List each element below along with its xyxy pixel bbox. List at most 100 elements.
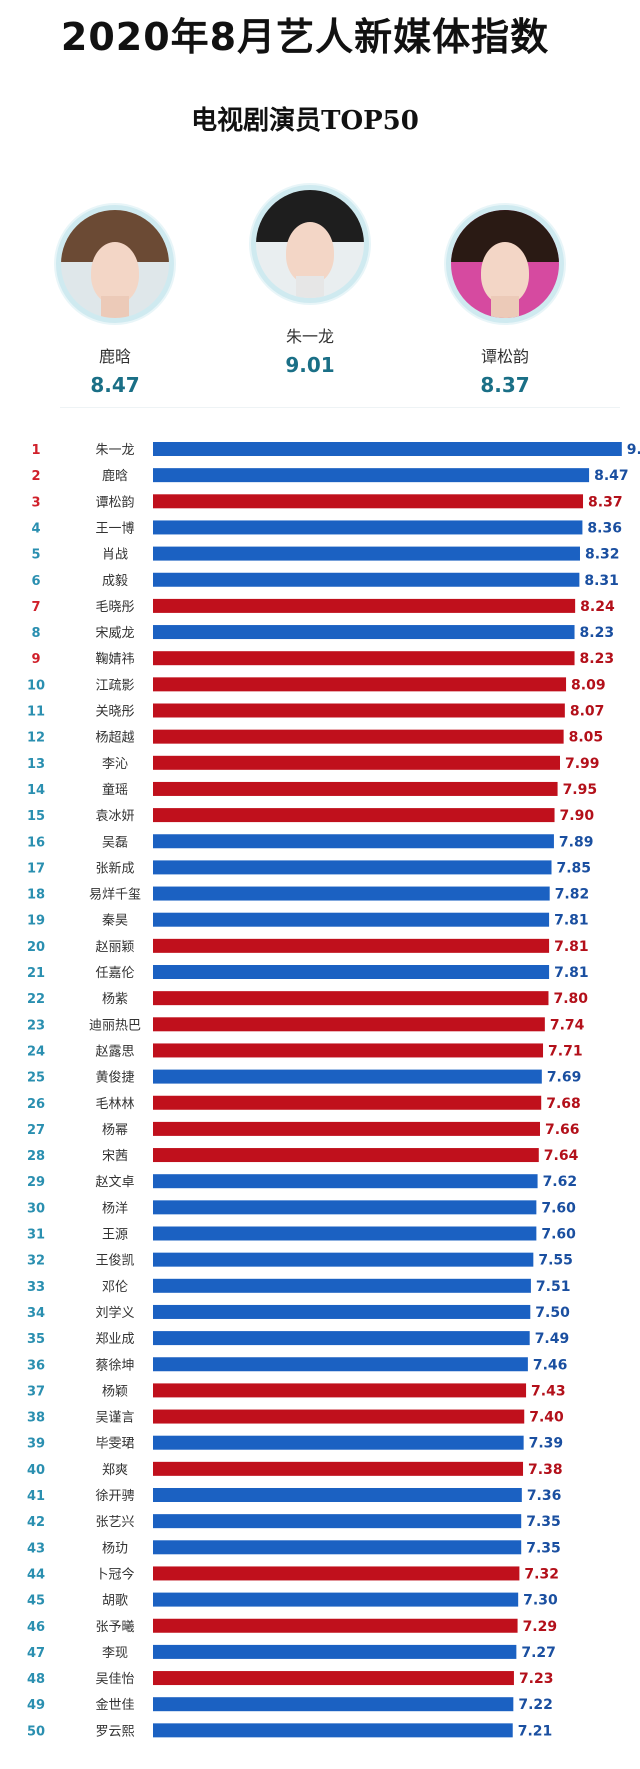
value-label: 7.90 (560, 808, 595, 824)
category-label: 张新成 (95, 860, 134, 876)
bar (153, 1278, 531, 1293)
bar-row: 1 朱一龙 9.01 (31, 442, 640, 458)
bar-row: 29 赵文卓 7.62 (27, 1174, 577, 1190)
rank-label: 34 (27, 1306, 45, 1321)
value-label: 7.27 (521, 1645, 556, 1661)
category-label: 秦昊 (102, 914, 128, 929)
rank-label: 23 (27, 1018, 45, 1033)
rank-label: 4 (31, 521, 40, 536)
category-label: 宋威龙 (95, 626, 134, 641)
bar (153, 860, 552, 875)
category-label: 邓伦 (102, 1280, 128, 1295)
rank-label: 43 (27, 1541, 45, 1556)
bar-row: 25 黄俊捷 7.69 (27, 1069, 582, 1086)
rank-label: 45 (27, 1594, 45, 1609)
value-label: 8.23 (580, 651, 615, 667)
bar (153, 1540, 522, 1555)
value-label: 7.85 (557, 860, 592, 876)
bar-row: 31 王源 7.60 (27, 1226, 576, 1243)
bar (153, 677, 567, 692)
bar (153, 1017, 545, 1032)
rank-label: 27 (27, 1123, 45, 1138)
bar-row: 30 杨洋 7.60 (27, 1200, 576, 1216)
bar-row: 24 赵露思 7.71 (27, 1043, 583, 1059)
value-label: 8.31 (584, 573, 619, 589)
bar (153, 1383, 527, 1398)
category-label: 张艺兴 (95, 1515, 134, 1530)
value-label: 7.36 (527, 1488, 562, 1504)
rank-label: 15 (27, 809, 45, 824)
bar-row: 39 毕雯珺 7.39 (27, 1435, 563, 1452)
category-label: 江疏影 (95, 678, 134, 693)
rank-label: 35 (27, 1332, 45, 1347)
bar (153, 1592, 519, 1607)
rank-label: 8 (31, 626, 40, 641)
rank-label: 25 (27, 1071, 45, 1086)
category-label: 杨玏 (102, 1541, 128, 1556)
value-label: 7.23 (519, 1671, 554, 1687)
bar (153, 1566, 520, 1581)
bar-row: 6 成毅 8.31 (31, 572, 619, 589)
value-label: 7.74 (550, 1017, 585, 1033)
rank-label: 20 (27, 940, 45, 955)
bar-row: 15 袁冰妍 7.90 (27, 808, 594, 824)
rank-label: 12 (27, 731, 45, 746)
value-label: 9.01 (627, 442, 640, 458)
bar-row: 42 张艺兴 7.35 (27, 1514, 561, 1530)
category-label: 黄俊捷 (95, 1071, 134, 1086)
category-label: 宋茜 (102, 1149, 128, 1164)
bar (153, 1148, 539, 1163)
rank-label: 19 (27, 914, 45, 929)
bar (153, 703, 565, 718)
bar-row: 16 吴磊 7.89 (27, 834, 594, 850)
rank-label: 41 (27, 1489, 45, 1504)
rank-label: 1 (31, 443, 40, 458)
bar-row: 48 吴佳怡 7.23 (27, 1671, 554, 1687)
value-label: 7.46 (533, 1357, 568, 1373)
bar (153, 991, 549, 1006)
bar (153, 1488, 522, 1502)
rank-label: 37 (27, 1384, 45, 1399)
rank-label: 28 (27, 1149, 45, 1164)
top3-name: 朱一龙 (285, 327, 334, 346)
bar (153, 1069, 542, 1084)
bar-row: 20 赵丽颖 7.81 (27, 938, 589, 955)
top3-score: 8.47 (90, 373, 140, 397)
top3-score: 9.01 (285, 353, 335, 377)
rank-label: 31 (27, 1228, 45, 1243)
category-label: 鞠婧祎 (95, 652, 134, 667)
category-label: 赵丽颖 (95, 940, 134, 955)
top3-card-third: 谭松韵 8.37 (430, 205, 580, 399)
bar (153, 1671, 514, 1686)
bar (153, 781, 558, 796)
bar (153, 965, 550, 979)
bar-chart: 1 朱一龙 9.01 2 鹿晗 8.47 3 谭松韵 8.37 4 王一博 8.36 5 肖战 8.32 6 成… (27, 442, 640, 1739)
value-label: 8.24 (580, 599, 615, 615)
category-label: 徐开骋 (95, 1489, 134, 1504)
bar-row: 19 秦昊 7.81 (27, 912, 589, 929)
bar (153, 1461, 524, 1476)
bar (153, 1200, 537, 1215)
value-label: 7.69 (547, 1070, 582, 1086)
bar (153, 468, 590, 483)
value-label: 7.89 (559, 834, 594, 850)
divider (60, 407, 620, 408)
category-label: 王源 (102, 1228, 128, 1243)
bar-row: 9 鞠婧祎 8.23 (31, 651, 614, 667)
value-label: 7.68 (546, 1096, 581, 1112)
category-label: 罗云熙 (95, 1724, 134, 1739)
value-label: 8.23 (580, 625, 615, 641)
category-label: 袁冰妍 (95, 809, 134, 824)
bar (153, 1304, 531, 1319)
avatar-tansongyun (446, 205, 564, 323)
category-label: 杨颖 (102, 1384, 128, 1399)
bar (153, 1409, 525, 1424)
value-label: 7.51 (536, 1279, 571, 1295)
bar-row: 12 杨超越 8.05 (27, 729, 603, 746)
bar-row: 23 迪丽热巴 7.74 (27, 1017, 585, 1033)
value-label: 7.38 (528, 1462, 563, 1478)
bar-row: 18 易烊千玺 7.82 (27, 886, 589, 903)
bar (153, 1252, 534, 1267)
value-label: 7.55 (538, 1253, 573, 1269)
rank-label: 6 (31, 574, 40, 589)
